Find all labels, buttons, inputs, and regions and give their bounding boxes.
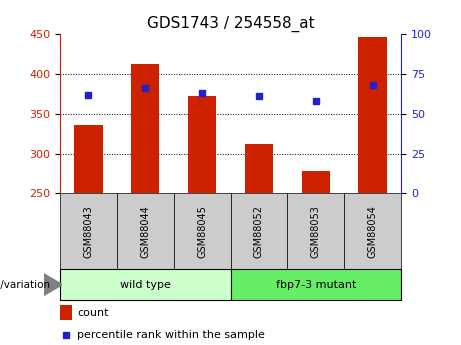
Text: GSM88052: GSM88052 [254,205,264,258]
Text: wild type: wild type [120,280,171,289]
FancyBboxPatch shape [287,193,344,269]
Text: GSM88044: GSM88044 [140,205,150,257]
FancyBboxPatch shape [174,193,230,269]
Text: GSM88043: GSM88043 [83,205,94,257]
Bar [60,305,72,320]
FancyBboxPatch shape [230,269,401,300]
Text: GSM88045: GSM88045 [197,205,207,258]
Text: count: count [77,308,108,318]
Text: fbp7-3 mutant: fbp7-3 mutant [276,280,356,289]
Text: percentile rank within the sample: percentile rank within the sample [77,330,265,340]
Text: GSM88053: GSM88053 [311,205,321,258]
Bar [301,171,330,193]
FancyBboxPatch shape [344,193,401,269]
Bar [358,37,387,193]
Bar [74,125,102,193]
FancyBboxPatch shape [117,193,174,269]
Bar [245,144,273,193]
Title: GDS1743 / 254558_at: GDS1743 / 254558_at [147,16,314,32]
Bar [131,64,160,193]
Polygon shape [44,274,62,295]
FancyBboxPatch shape [60,269,230,300]
Text: GSM88054: GSM88054 [367,205,378,258]
FancyBboxPatch shape [60,193,117,269]
Bar [188,96,216,193]
FancyBboxPatch shape [230,193,287,269]
Text: genotype/variation: genotype/variation [0,280,51,289]
